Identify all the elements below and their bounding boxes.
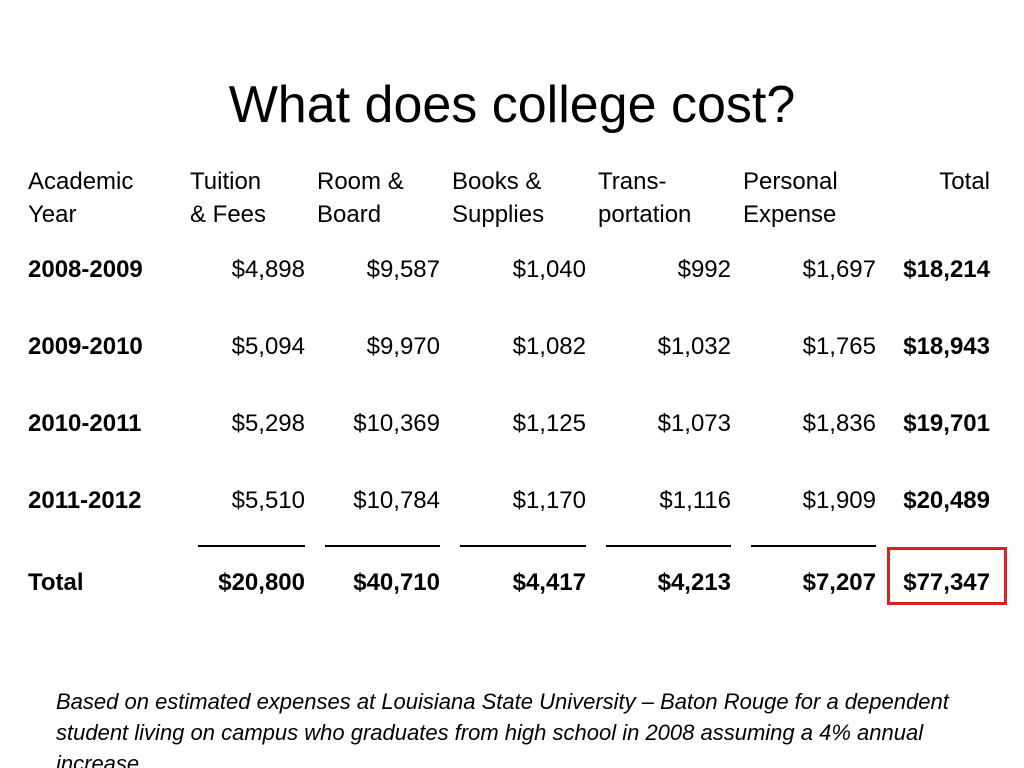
grand-total-highlight (887, 547, 1007, 605)
header-line: Personal (743, 168, 838, 195)
tuition-cell: $5,094 (231, 332, 305, 360)
header-line: Year (28, 201, 77, 228)
table-row: 2010-2011 $5,298 $10,369 $1,125 $1,073 $… (22, 385, 996, 462)
year-cell: 2011-2012 (28, 486, 142, 514)
header-line: Board (317, 201, 382, 228)
books-cell: $1,082 (512, 332, 586, 360)
sum-rule (198, 545, 305, 547)
header-line: Supplies (452, 201, 545, 228)
header-transportation: Trans- portation (592, 165, 737, 231)
header-personal-expense: Personal Expense (737, 165, 882, 231)
personal-cell: $1,909 (802, 486, 876, 514)
table-row: 2009-2010 $5,094 $9,970 $1,082 $1,032 $1… (22, 308, 996, 385)
header-line: Expense (743, 201, 837, 228)
sum-rule (460, 545, 586, 547)
books-cell: $1,040 (512, 255, 586, 283)
sum-rule-row (22, 539, 996, 553)
tuition-total-cell: $20,800 (218, 569, 305, 596)
tuition-cell: $4,898 (231, 255, 305, 283)
row-total-cell: $18,943 (903, 332, 990, 360)
tuition-cell: $5,510 (231, 486, 305, 514)
personal-cell: $1,836 (802, 409, 876, 437)
header-books-supplies: Books & Supplies (446, 165, 592, 231)
cost-table: Academic Year Tuition & Fees Room & Boar… (22, 165, 996, 613)
transport-cell: $1,073 (657, 409, 731, 437)
year-cell: 2008-2009 (28, 255, 143, 283)
year-cell: 2010-2011 (28, 409, 142, 437)
personal-total-cell: $7,207 (802, 569, 876, 596)
page-title: What does college cost? (228, 75, 796, 134)
year-cell: 2009-2010 (28, 332, 143, 360)
header-tuition: Tuition & Fees (184, 165, 311, 231)
transport-cell: $992 (677, 255, 731, 283)
totals-label: Total (28, 569, 84, 596)
sum-rule (751, 545, 876, 547)
header-line: Books & (452, 168, 542, 195)
tuition-cell: $5,298 (231, 409, 305, 437)
row-total-cell: $19,701 (903, 409, 990, 437)
row-total-cell: $20,489 (903, 486, 990, 514)
personal-cell: $1,697 (802, 255, 876, 283)
personal-cell: $1,765 (802, 332, 876, 360)
header-row: Academic Year Tuition & Fees Room & Boar… (22, 165, 996, 231)
header-line: & Fees (190, 201, 267, 228)
room-total-cell: $40,710 (353, 569, 440, 596)
transport-cell: $1,032 (657, 332, 731, 360)
room-cell: $10,369 (353, 409, 440, 437)
header-line: Academic (28, 168, 134, 195)
header-academic-year: Academic Year (22, 165, 184, 231)
books-cell: $1,170 (512, 486, 586, 514)
row-total-cell: $18,214 (903, 255, 990, 283)
books-cell: $1,125 (512, 409, 586, 437)
header-line: portation (598, 201, 692, 228)
header-line: Tuition (190, 168, 262, 195)
room-cell: $9,587 (366, 255, 440, 283)
header-line: Trans- (598, 168, 667, 195)
table-row: 2011-2012 $5,510 $10,784 $1,170 $1,116 $… (22, 462, 996, 539)
table-row: 2008-2009 $4,898 $9,587 $1,040 $992 $1,6… (22, 231, 996, 308)
totals-row: Total $20,800 $40,710 $4,417 $4,213 $7,2… (22, 553, 996, 613)
transport-total-cell: $4,213 (657, 569, 731, 596)
transport-cell: $1,116 (659, 486, 731, 514)
room-cell: $10,784 (353, 486, 440, 514)
header-line: Room & (317, 168, 404, 195)
footnote: Based on estimated expenses at Louisiana… (56, 689, 949, 768)
header-line: Total (939, 168, 990, 195)
books-total-cell: $4,417 (512, 569, 586, 596)
room-cell: $9,970 (366, 332, 440, 360)
sum-rule (325, 545, 440, 547)
header-room-board: Room & Board (311, 165, 446, 231)
grand-total-cell: $77,347 (903, 569, 990, 596)
sum-rule (606, 545, 731, 547)
header-total: Total (882, 165, 996, 231)
